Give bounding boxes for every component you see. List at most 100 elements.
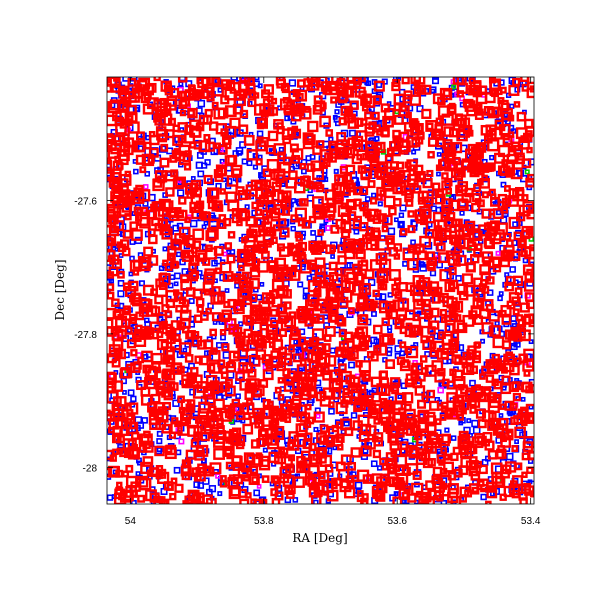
data-point-series-3 [204,108,213,118]
data-point-series-3 [226,274,234,282]
data-point-series-3 [526,209,534,220]
data-point-series-3 [220,475,227,482]
data-point-series-0 [197,170,205,178]
data-point-series-3 [321,480,334,494]
data-point-series-3 [135,311,145,321]
data-point-series-3 [139,166,147,174]
data-point-series-3 [381,225,389,233]
data-point-series-0 [252,164,258,170]
data-point-series-3 [418,173,426,180]
data-point-series-3 [319,115,331,128]
data-point-series-3 [401,392,414,404]
data-point-series-3 [126,414,136,424]
data-point-series-3 [107,391,119,404]
data-point-series-3 [486,107,496,117]
data-point-series-3 [275,275,283,283]
data-point-series-3 [197,77,209,89]
data-point-series-3 [279,447,289,456]
data-point-series-0 [156,430,163,437]
data-point-series-3 [138,444,148,453]
data-point-series-3 [379,283,388,291]
data-point-series-3 [261,250,270,260]
data-point-series-3 [244,391,254,400]
data-point-series-3 [493,380,503,390]
data-point-series-3 [197,463,208,474]
data-point-series-3 [465,220,476,231]
data-point-series-3 [211,312,222,322]
data-point-series-3 [378,162,386,171]
data-point-series-0 [117,279,125,287]
data-point-series-3 [292,104,305,117]
data-point-series-3 [405,198,414,207]
data-point-series-3 [411,138,421,148]
data-point-series-0 [216,342,223,349]
data-point-series-3 [432,211,443,222]
data-point-series-3 [376,344,388,356]
data-point-series-3 [359,384,367,392]
data-point-series-3 [297,251,306,260]
data-point-series-3 [423,298,431,306]
data-point-series-3 [143,430,151,439]
data-point-series-3 [187,424,200,437]
data-point-series-3 [337,444,344,451]
data-point-series-3 [270,475,279,484]
data-point-series-3 [340,222,352,234]
data-point-series-3 [117,413,126,422]
data-point-series-0 [182,228,189,235]
data-point-series-3 [404,189,414,199]
data-point-series-0 [178,81,184,87]
data-point-series-3 [165,298,176,309]
data-point-series-3 [529,85,534,93]
y-tick-label: -27.6 [74,196,97,207]
data-point-series-3 [156,381,169,394]
data-point-series-3 [278,218,287,227]
data-point-series-3 [146,97,159,110]
data-point-series-3 [455,185,464,194]
data-point-series-3 [401,491,409,499]
data-point-series-3 [448,311,457,319]
data-point-series-3 [456,82,468,94]
data-point-series-3 [194,450,205,461]
data-point-series-3 [510,416,519,426]
data-point-series-3 [131,229,143,241]
data-point-series-3 [261,475,270,483]
data-point-series-3 [195,200,205,209]
data-point-series-3 [270,357,281,367]
data-point-series-3 [207,415,219,427]
data-point-series-0 [394,345,402,353]
data-point-series-3 [242,423,254,435]
data-point-series-3 [313,95,323,105]
data-point-series-3 [203,417,212,426]
data-point-series-3 [357,295,368,306]
data-point-series-3 [449,368,457,376]
data-point-series-0 [429,270,437,277]
data-point-series-3 [358,342,367,352]
data-point-series-0 [498,413,504,418]
data-point-series-1 [178,438,185,445]
data-point-series-3 [310,481,320,491]
data-point-series-3 [208,121,219,131]
data-point-series-3 [512,308,520,316]
data-point-series-3 [200,312,209,321]
data-point-series-3 [328,261,338,271]
data-point-series-3 [137,494,146,503]
data-point-series-3 [439,87,453,101]
data-point-series-3 [394,321,403,330]
data-point-series-3 [165,357,176,368]
data-point-series-3 [474,394,481,401]
data-point-series-3 [481,191,489,199]
data-point-series-3 [325,129,334,137]
data-point-series-3 [209,431,217,439]
data-point-series-3 [140,461,153,475]
data-point-series-3 [302,175,310,182]
data-point-series-3 [346,200,357,211]
data-point-series-3 [438,459,445,466]
data-point-series-3 [161,369,172,380]
data-point-series-3 [279,227,290,238]
data-point-series-3 [188,491,199,502]
data-point-series-3 [393,93,406,106]
data-point-series-0 [313,426,319,433]
data-point-series-0 [193,481,201,488]
data-point-series-3 [363,100,371,108]
